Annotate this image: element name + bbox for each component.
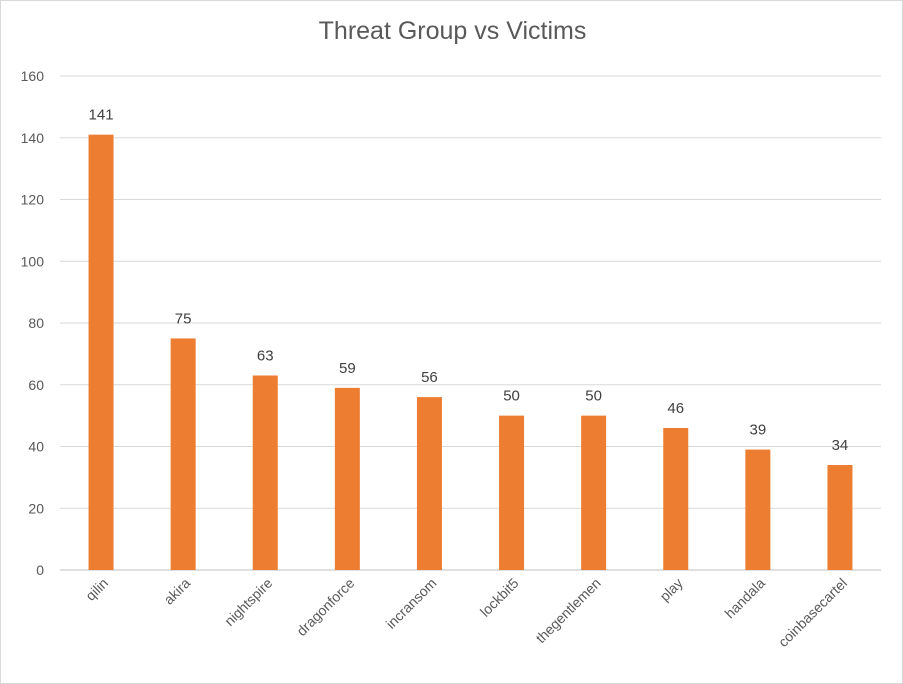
x-tick-label: handala [721, 575, 768, 622]
x-tick-label: coinbasecartel [775, 575, 850, 650]
bar [170, 338, 196, 570]
bar [88, 134, 114, 570]
x-tick-label: dragonforce [293, 575, 357, 639]
bar [663, 427, 689, 570]
y-tick-label: 60 [28, 377, 44, 393]
data-label: 59 [339, 360, 356, 377]
data-label: 50 [585, 388, 602, 405]
bar [827, 465, 853, 570]
bar [416, 397, 442, 570]
chart-title: Threat Group vs Victims [318, 17, 587, 45]
data-label: 39 [750, 422, 767, 439]
data-label: 46 [667, 400, 684, 417]
y-tick-label: 80 [28, 315, 44, 331]
bar [334, 387, 360, 570]
bar [581, 415, 607, 570]
y-tick-label: 140 [21, 130, 45, 146]
x-tick-label: akira [160, 575, 193, 608]
data-label: 34 [832, 437, 849, 454]
y-tick-label: 120 [21, 192, 45, 208]
x-tick-label: nightspire [221, 575, 275, 629]
y-tick-label: 20 [28, 500, 44, 516]
data-label: 56 [421, 369, 438, 386]
x-tick-label: lockbit5 [477, 575, 522, 620]
x-tick-label: thegentlemen [532, 575, 603, 646]
bar [745, 449, 771, 570]
data-label: 50 [503, 388, 520, 405]
data-label: 141 [89, 107, 114, 124]
x-tick-label: play [656, 575, 685, 604]
data-label: 63 [257, 347, 274, 364]
bar [499, 415, 525, 570]
y-tick-label: 40 [28, 439, 44, 455]
bar [252, 375, 278, 570]
y-tick-label: 160 [21, 68, 45, 84]
y-tick-label: 0 [36, 562, 44, 578]
x-tick-label: qilin [82, 575, 111, 604]
data-label: 75 [175, 310, 192, 327]
y-tick-label: 100 [21, 253, 45, 269]
x-tick-label: incransom [383, 575, 440, 632]
